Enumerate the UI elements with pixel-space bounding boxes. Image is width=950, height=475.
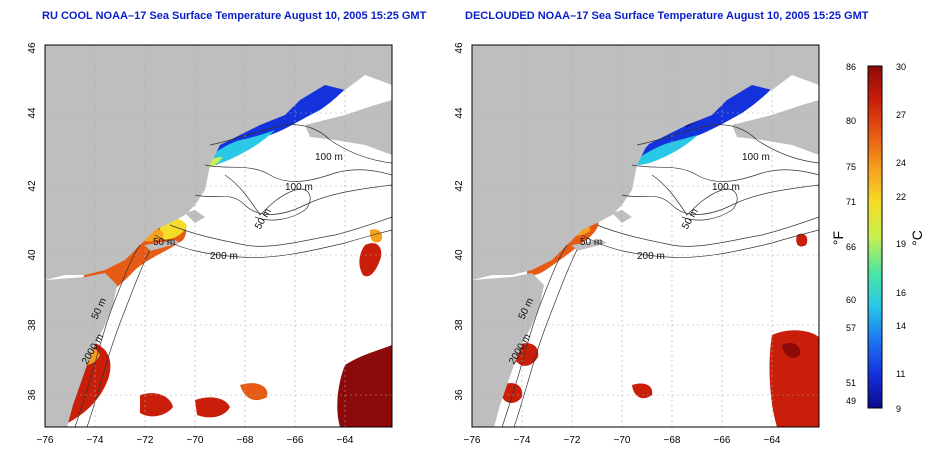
- c-tick-label: 11: [896, 369, 905, 379]
- contour-label: 200 m: [210, 251, 238, 262]
- contour-label: 100 m: [712, 182, 740, 193]
- c-tick-label: 14: [896, 321, 906, 331]
- y-tick-label: 40: [454, 249, 465, 261]
- c-tick-label: 19: [896, 239, 906, 249]
- f-tick-label: 71: [846, 197, 856, 207]
- x-tick-label: −74: [514, 435, 531, 446]
- contour-label: 50 m: [580, 237, 602, 248]
- y-tick-label: 44: [27, 107, 38, 119]
- contour-label: 50 m: [153, 237, 175, 248]
- y-tick-label: 40: [27, 249, 38, 261]
- y-tick-label: 36: [454, 389, 465, 401]
- y-tick-label: 44: [454, 107, 465, 119]
- f-tick-label: 80: [846, 116, 856, 126]
- contour-label: 100 m: [315, 152, 343, 163]
- x-tick-label: −64: [337, 435, 354, 446]
- y-tick-label: 38: [454, 319, 465, 331]
- c-tick-label: 9: [896, 404, 901, 414]
- fahrenheit-unit-label: °F: [830, 231, 846, 245]
- left-map-title: RU COOL NOAA–17 Sea Surface Temperature …: [42, 10, 427, 22]
- f-tick-label: 57: [846, 323, 856, 333]
- c-tick-label: 30: [896, 62, 906, 72]
- right-graticule: [472, 45, 819, 427]
- f-tick-label: 51: [846, 378, 856, 388]
- x-tick-label: −72: [137, 435, 154, 446]
- x-tick-label: −76: [37, 435, 54, 446]
- y-tick-label: 42: [454, 180, 465, 192]
- left-axis-labels: −76 −74 −72 −70 −68 −66 −64 36 38 40 42 …: [27, 42, 354, 446]
- x-tick-label: −68: [237, 435, 254, 446]
- contour-label: 100 m: [285, 182, 313, 193]
- right-axis-labels: −76 −74 −72 −70 −68 −66 −64 36 38 40 42 …: [454, 42, 781, 446]
- f-tick-label: 49: [846, 396, 856, 406]
- y-tick-label: 46: [454, 42, 465, 54]
- x-tick-label: −70: [614, 435, 631, 446]
- colorbar: 86 80 75 71 66 60 57 51 49 30 27 24 22 1…: [830, 62, 925, 414]
- x-tick-label: −66: [714, 435, 731, 446]
- x-tick-label: −64: [764, 435, 781, 446]
- x-tick-label: −70: [187, 435, 204, 446]
- fahrenheit-ticks: 86 80 75 71 66 60 57 51 49: [846, 62, 856, 406]
- right-map-panel: 100 m 100 m 50 m 200 m 50 m 50 m 2000 m: [471, 44, 820, 428]
- contour-label: 100 m: [742, 152, 770, 163]
- colorbar-gradient: [867, 65, 883, 409]
- f-tick-label: 60: [846, 295, 856, 305]
- y-tick-label: 38: [27, 319, 38, 331]
- y-tick-label: 46: [27, 42, 38, 54]
- x-tick-label: −72: [564, 435, 581, 446]
- left-graticule: [45, 45, 392, 427]
- x-tick-label: −74: [87, 435, 104, 446]
- f-tick-label: 66: [846, 242, 856, 252]
- c-tick-label: 24: [896, 158, 906, 168]
- left-map-panel: 100 m 100 m 50 m 200 m 50 m 50 m 2000 m: [44, 44, 393, 428]
- c-tick-label: 22: [896, 192, 906, 202]
- y-tick-label: 36: [27, 389, 38, 401]
- c-tick-label: 16: [896, 288, 906, 298]
- x-tick-label: −68: [664, 435, 681, 446]
- c-tick-label: 27: [896, 110, 906, 120]
- celsius-unit-label: °C: [909, 230, 925, 246]
- celsius-ticks: 30 27 24 22 19 16 14 11 9: [896, 62, 906, 414]
- x-tick-label: −76: [464, 435, 481, 446]
- f-tick-label: 75: [846, 162, 856, 172]
- f-tick-label: 86: [846, 62, 856, 72]
- x-tick-label: −66: [287, 435, 304, 446]
- contour-label: 200 m: [637, 251, 665, 262]
- right-map-title: DECLOUDED NOAA–17 Sea Surface Temperatur…: [465, 10, 869, 22]
- y-tick-label: 42: [27, 180, 38, 192]
